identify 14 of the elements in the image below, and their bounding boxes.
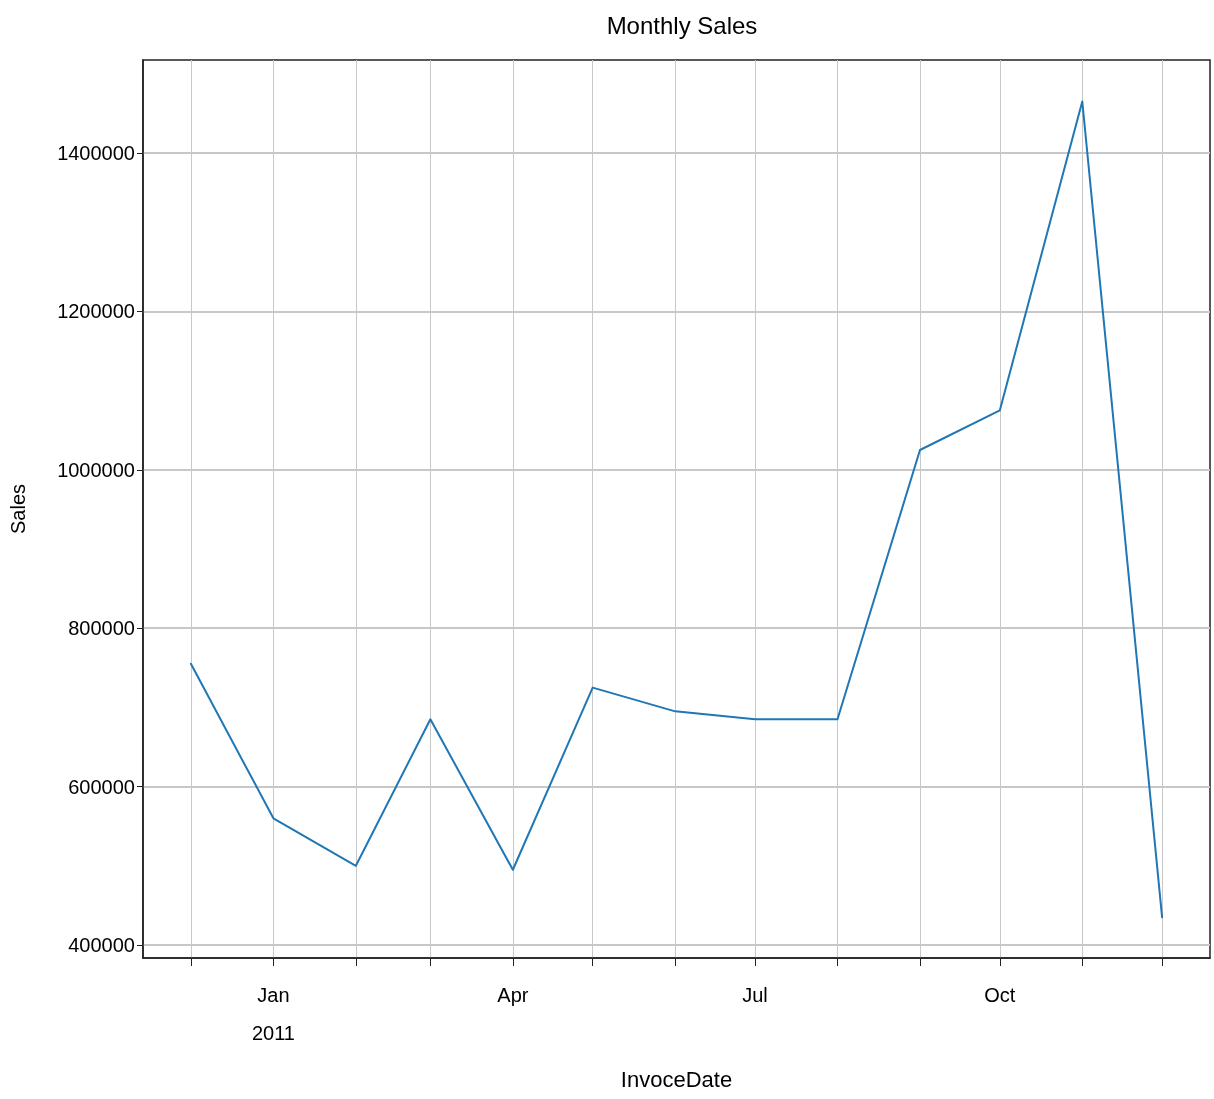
x-axis-title: InvoceDate: [620, 1066, 733, 1092]
x-tick-label: Oct: [984, 984, 1016, 1006]
y-tick-label: 600000: [68, 775, 135, 798]
x-tick-label: Jul: [742, 984, 768, 1006]
y-axis-title: Sales: [7, 483, 29, 535]
y-tick-label: 400000: [68, 934, 135, 957]
x-tick-label: Apr: [497, 984, 529, 1006]
y-tick-label: 1200000: [57, 300, 135, 323]
y-tick-label: 800000: [68, 617, 135, 640]
y-tick-label: 1400000: [57, 141, 135, 164]
y-tick-label: 1000000: [57, 458, 135, 481]
chart-title: Monthly Sales: [606, 11, 758, 39]
x-tick-label: Jan 2011: [251, 984, 295, 1044]
line-series: [189, 100, 1164, 919]
